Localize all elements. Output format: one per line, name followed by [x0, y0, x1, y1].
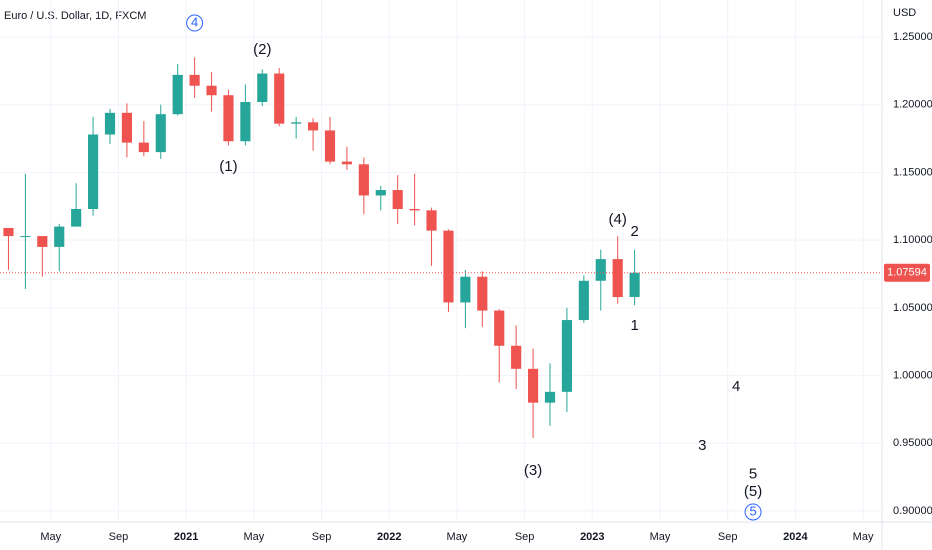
wave-label: (1): [219, 158, 237, 175]
x-tick-label: May: [650, 531, 671, 543]
candle-body: [561, 320, 572, 392]
candle-body: [324, 130, 336, 162]
y-tick-label: 0.95000: [893, 437, 932, 449]
candle-body: [138, 142, 149, 153]
last-price-box: [884, 263, 930, 282]
candle-body: [578, 280, 589, 321]
annotation-circle: [744, 503, 762, 521]
wave-label: (3): [524, 462, 542, 479]
y-tick-label: 1.25000: [893, 31, 932, 43]
candle-body: [88, 134, 99, 209]
wave-label: 1: [630, 317, 638, 334]
candle-body: [104, 112, 116, 135]
x-tick-label: Sep: [109, 531, 129, 543]
x-tick-label: May: [40, 531, 61, 543]
candle-body: [511, 345, 522, 369]
candle-body: [155, 114, 166, 153]
candle-body: [257, 73, 268, 102]
candle-body: [426, 210, 437, 231]
wave-label: (5): [744, 483, 762, 500]
candle-body: [341, 161, 352, 165]
candle-body: [71, 208, 82, 227]
x-tick-label: 2024: [783, 531, 808, 543]
candle-body: [274, 73, 285, 124]
candle-body: [595, 259, 606, 281]
candle-body: [392, 190, 403, 209]
y-axis-label: USD: [893, 7, 916, 19]
x-tick-label: Sep: [718, 531, 738, 543]
candle-body: [528, 368, 539, 403]
candle-body: [291, 122, 302, 124]
candle-body: [189, 74, 200, 86]
y-tick-label: 1.00000: [893, 369, 932, 381]
y-tick-label: 1.05000: [893, 302, 932, 314]
chart-title: Euro / U.S. Dollar, 1D, FXCM: [4, 10, 146, 22]
x-tick-label: 2023: [580, 531, 604, 543]
candle-body: [240, 101, 251, 142]
candle-body: [172, 74, 183, 115]
candle-body: [206, 85, 217, 96]
candle-body: [544, 391, 556, 403]
x-tick-label: Sep: [312, 531, 332, 543]
wave-label: (2): [253, 41, 271, 58]
wave-label: (4): [609, 211, 627, 228]
candle-body: [629, 272, 640, 298]
wave-label: 5: [749, 503, 756, 518]
candle-body: [308, 122, 319, 131]
candle-body: [20, 236, 31, 238]
x-tick-label: May: [243, 531, 264, 543]
x-tick-label: 2022: [377, 531, 401, 543]
x-tick-label: May: [447, 531, 468, 543]
candle-body: [3, 227, 14, 237]
wave-label: 4: [732, 378, 740, 395]
y-tick-label: 0.90000: [893, 505, 932, 517]
candle-body: [358, 164, 369, 196]
candle-body: [121, 112, 132, 143]
wave-label: 5: [749, 466, 757, 483]
candle-body: [460, 276, 471, 303]
candle-body: [612, 259, 623, 298]
candle-body: [223, 95, 234, 142]
candle-body: [37, 236, 48, 247]
y-tick-label: 1.20000: [893, 99, 932, 111]
candle-body: [54, 226, 65, 247]
wave-label: 4: [191, 14, 198, 29]
x-tick-label: Sep: [515, 531, 535, 543]
y-tick-label: 1.10000: [893, 234, 932, 246]
annotation-circle: [186, 14, 204, 32]
x-tick-label: 2021: [174, 531, 198, 543]
candle-body: [494, 310, 505, 346]
wave-label: 2: [630, 223, 638, 240]
wave-label: 3: [698, 437, 706, 454]
candle-body: [409, 208, 420, 211]
last-price-label: 1.07594: [887, 267, 927, 279]
candle-body: [443, 230, 454, 303]
x-tick-label: May: [853, 531, 874, 543]
candle-body: [477, 276, 488, 311]
candle-body: [375, 190, 386, 196]
y-tick-label: 1.15000: [893, 166, 932, 178]
